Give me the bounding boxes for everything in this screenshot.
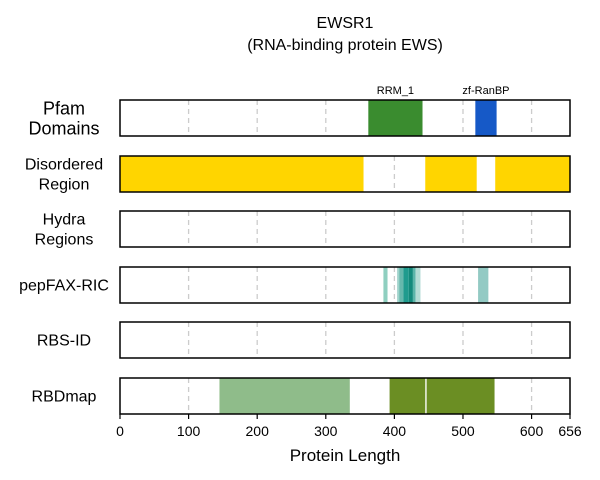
x-tick-label: 100	[177, 423, 201, 439]
track-segment	[368, 100, 423, 136]
x-tick-label: 600	[520, 423, 544, 439]
track-label: pepFAX-RIC	[19, 278, 109, 295]
track-border	[119, 321, 571, 359]
track-segment	[415, 267, 421, 303]
track-label: RBDmap	[32, 389, 97, 406]
x-tick-label: 656	[558, 423, 582, 439]
track-border	[119, 155, 571, 193]
x-tick-label: 0	[116, 423, 124, 439]
track-segment	[495, 156, 570, 192]
track-background	[120, 100, 570, 136]
track-label: Disordered	[25, 157, 103, 174]
track-segment	[399, 267, 404, 303]
track-border	[119, 377, 571, 415]
chart-title: EWSR1	[317, 15, 374, 32]
track-segment	[478, 267, 489, 303]
track-label: RBS-ID	[37, 333, 91, 350]
track-segment	[475, 100, 497, 136]
track-segment	[412, 267, 416, 303]
track-border	[119, 99, 571, 137]
track-segment	[426, 378, 495, 414]
track-background	[120, 322, 570, 358]
track-border	[119, 210, 571, 248]
track-border	[119, 266, 571, 304]
x-axis: 0 100 200 300 400 500 600 656	[116, 414, 582, 439]
x-tick-label: 200	[246, 423, 270, 439]
track-label: Hydra	[43, 212, 86, 229]
x-axis-label: Protein Length	[290, 446, 401, 465]
track-segment	[403, 267, 409, 303]
track-background	[120, 211, 570, 247]
track-segment	[383, 267, 388, 303]
track-segment	[389, 378, 426, 414]
track-label: Regions	[35, 232, 94, 249]
domain-label: zf-RanBP	[462, 85, 509, 97]
x-tick-label: 300	[314, 423, 338, 439]
track-label: Domains	[28, 118, 99, 138]
x-tick-label: 400	[383, 423, 407, 439]
track-segment	[120, 156, 364, 192]
track-label: Pfam	[43, 98, 85, 118]
track-segment	[219, 378, 350, 414]
track-segment	[408, 267, 413, 303]
x-tick-label: 500	[451, 423, 475, 439]
chart-subtitle: (RNA-binding protein EWS)	[247, 37, 443, 54]
track-label: Region	[39, 177, 90, 194]
domain-label: RRM_1	[377, 85, 414, 97]
track-segment	[425, 156, 477, 192]
track-segment	[397, 267, 400, 303]
track-background	[120, 267, 570, 303]
